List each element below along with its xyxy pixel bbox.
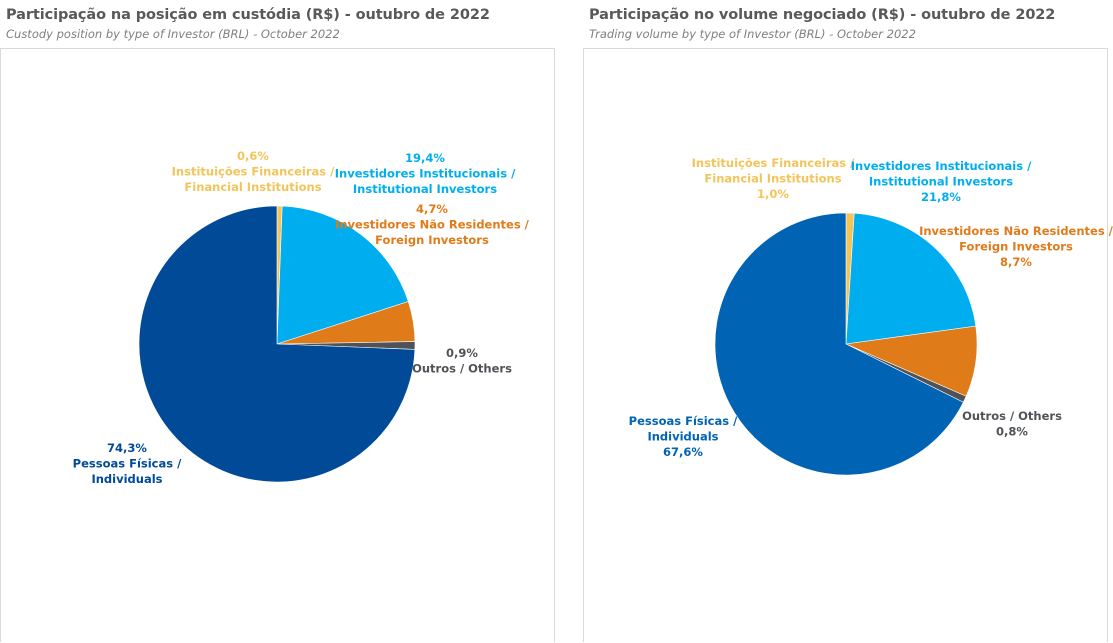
slice-name: Pessoas Físicas / <box>73 457 182 471</box>
slice-name: Outros / Others <box>962 409 1062 423</box>
slice-name: Investidores Institucionais / <box>851 159 1032 173</box>
slice-name: Investidores Não Residentes / <box>335 218 530 232</box>
slice-name: Investidores Não Residentes / <box>919 224 1113 238</box>
slice-name: Instituições Financeiras / <box>172 165 336 179</box>
chart-title: Participação na posição em custódia (R$)… <box>6 7 490 23</box>
slice-percent: 67,6% <box>663 445 703 459</box>
chart-frame <box>0 48 555 642</box>
slice-percent: 0,8% <box>996 425 1028 439</box>
chart-title: Participação no volume negociado (R$) - … <box>589 7 1056 23</box>
slice-percent: 4,7% <box>416 202 448 216</box>
chart-subtitle: Trading volume by type of Investor (BRL)… <box>589 27 916 41</box>
slice-name: Instituições Financeiras / <box>692 156 856 170</box>
slice-name: Foreign Investors <box>375 233 489 247</box>
slice-label-foreign-investors: Investidores Não Residentes / Foreign Inv… <box>919 224 1113 269</box>
trading-volume-chart-panel: Participação no volume negociado (R$) - … <box>583 0 1113 643</box>
slice-name: Institutional Investors <box>353 182 497 196</box>
slice-name: Outros / Others <box>412 362 512 376</box>
slice-percent: 21,8% <box>921 190 961 204</box>
slice-name: Individuals <box>647 430 718 444</box>
trading-volume-pie-chart: Instituições Financeiras / Financial Inst… <box>629 156 1113 476</box>
pie-slice-institutional-investors <box>276 205 409 345</box>
slice-name: Individuals <box>91 472 162 486</box>
slice-name: Financial Institutions <box>704 172 841 186</box>
slice-name: Financial Institutions <box>184 180 321 194</box>
slice-percent: 1,0% <box>757 187 789 201</box>
custody-chart-panel: Participação na posição em custódia (R$)… <box>0 0 556 643</box>
slice-label-financial-institutions: 0,6% Instituições Financeiras / Financial … <box>172 149 336 194</box>
slice-label-individuals: 74,3% Pessoas Físicas / Individuals <box>73 441 182 486</box>
pie-slice-institutional-investors <box>845 212 977 345</box>
slice-label-others: Outros / Others 0,8% <box>962 409 1062 439</box>
slice-label-institutional-investors: Investidores Institucionais / Institution… <box>851 159 1032 204</box>
slice-percent: 74,3% <box>107 441 147 455</box>
slice-name: Pessoas Físicas / <box>629 414 738 428</box>
pie-slice-individuals <box>138 205 416 483</box>
slice-name: Foreign Investors <box>959 240 1073 254</box>
slice-name: Investidores Institucionais / <box>335 167 516 181</box>
chart-subtitle: Custody position by type of Investor (BR… <box>6 27 340 41</box>
slice-label-foreign-investors: 4,7% Investidores Não Residentes / Foreign… <box>335 202 530 247</box>
chart-frame <box>583 48 1108 642</box>
pie-slice-individuals <box>714 212 964 476</box>
slice-label-financial-institutions: Instituições Financeiras / Financial Inst… <box>692 156 856 201</box>
slice-label-others: 0,9% Outros / Others <box>412 346 512 376</box>
slice-percent: 0,9% <box>446 346 478 360</box>
slice-name: Institutional Investors <box>869 175 1013 189</box>
slice-percent: 8,7% <box>1000 255 1032 269</box>
slice-percent: 0,6% <box>237 149 269 163</box>
slice-label-institutional-investors: 19,4% Investidores Institucionais / Instit… <box>335 151 516 196</box>
custody-pie-chart: 0,6% Instituições Financeiras / Financial … <box>73 149 530 486</box>
slice-label-individuals: Pessoas Físicas / Individuals 67,6% <box>629 414 738 459</box>
slice-percent: 19,4% <box>405 151 445 165</box>
